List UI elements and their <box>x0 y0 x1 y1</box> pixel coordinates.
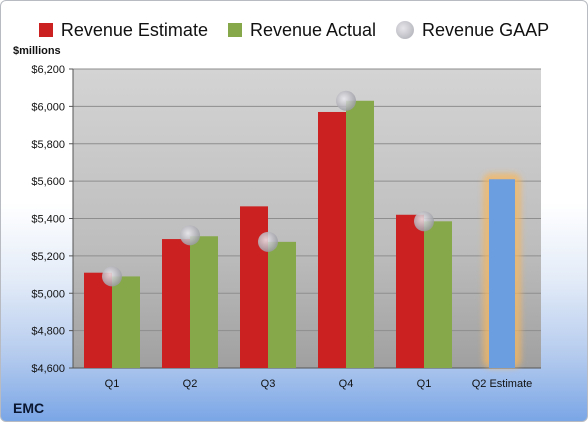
marker-revenue-gaap <box>180 225 200 246</box>
legend-item-revenue-gaap: Revenue GAAP <box>396 20 549 41</box>
y-tick-label: $4,600 <box>31 363 65 375</box>
x-tick-label: Q4 <box>339 378 354 390</box>
bar-revenue-estimate <box>396 214 424 368</box>
y-tick-label: $5,800 <box>31 139 65 151</box>
bar-revenue-estimate <box>84 272 112 368</box>
x-tick-label: Q1 <box>417 378 432 390</box>
marker-revenue-gaap <box>336 90 356 111</box>
bar-q2-estimate <box>489 179 515 368</box>
y-axis-unit-label: $millions <box>13 45 61 57</box>
bar-revenue-estimate <box>318 111 346 368</box>
bar-revenue-actual <box>190 236 218 368</box>
y-tick-label: $4,800 <box>31 326 65 338</box>
legend-label-revenue-estimate: Revenue Estimate <box>60 19 208 40</box>
bar-revenue-actual <box>346 100 374 369</box>
legend-label-revenue-gaap: Revenue GAAP <box>422 19 550 40</box>
x-tick-label: Q2 <box>183 378 198 390</box>
legend-swatch-revenue-estimate <box>38 23 53 37</box>
y-tick-label: $5,000 <box>31 288 65 300</box>
legend-swatch-revenue-actual <box>227 23 242 37</box>
bar-revenue-actual <box>268 241 296 368</box>
legend-item-revenue-estimate: Revenue Estimate <box>38 19 208 41</box>
y-tick-label: $6,000 <box>31 101 65 113</box>
bar-revenue-estimate <box>162 239 190 368</box>
x-tick-label: Q1 <box>105 378 120 390</box>
marker-revenue-gaap <box>258 231 278 252</box>
bar-revenue-estimate <box>240 206 268 368</box>
x-tick-label: Q3 <box>261 378 276 390</box>
bar-revenue-actual <box>112 276 140 368</box>
marker-revenue-gaap <box>414 211 434 232</box>
bar-revenue-actual <box>424 221 452 368</box>
y-tick-label: $5,600 <box>31 176 65 188</box>
company-name: EMC <box>13 400 45 416</box>
legend-label-revenue-actual: Revenue Actual <box>249 19 377 40</box>
x-tick-label: Q2 Estimate <box>472 378 533 390</box>
y-tick-label: $6,200 <box>31 64 65 76</box>
marker-revenue-gaap <box>102 266 122 287</box>
legend-swatch-revenue-gaap <box>396 21 415 39</box>
y-tick-label: $5,400 <box>31 214 65 226</box>
chart-legend: Revenue Estimate Revenue Actual Revenue … <box>1 16 587 44</box>
legend-item-revenue-actual: Revenue Actual <box>227 19 377 41</box>
y-tick-label: $5,200 <box>31 251 65 263</box>
